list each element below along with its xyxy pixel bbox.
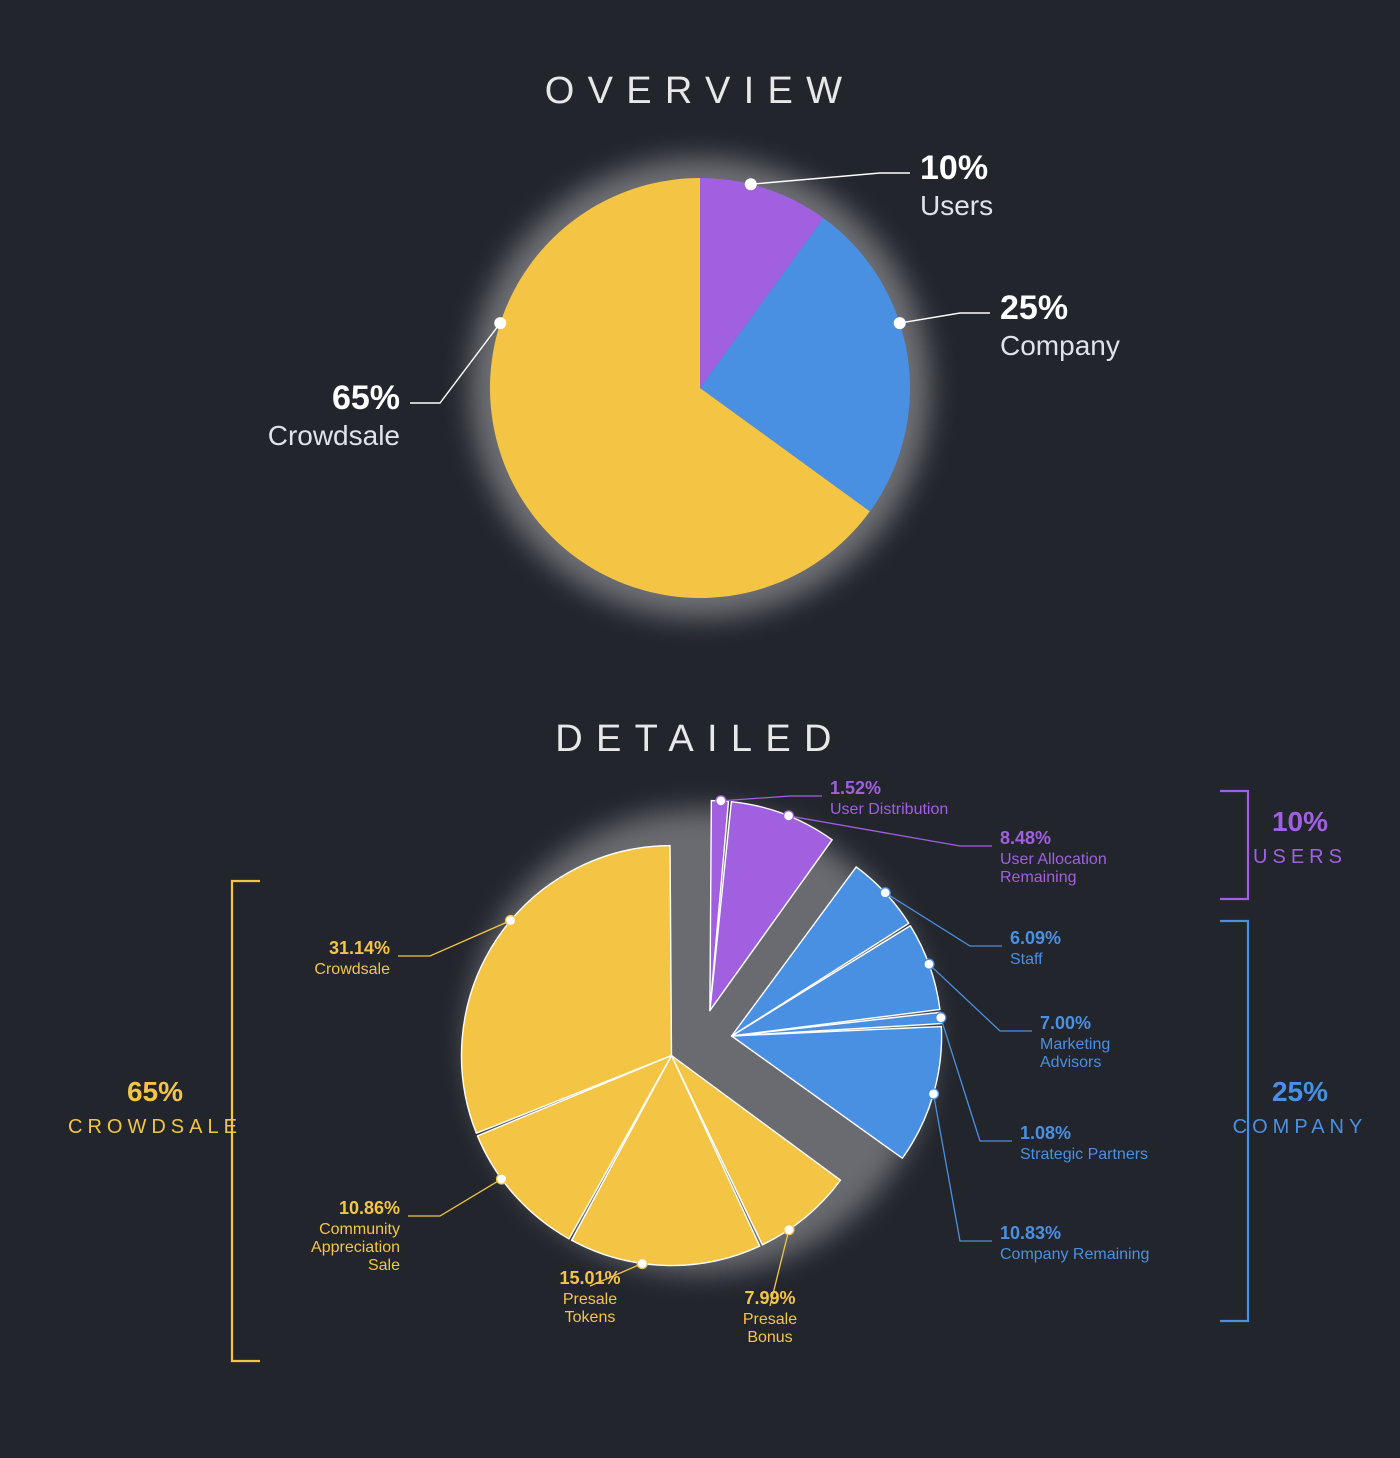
detailed-leader xyxy=(721,796,822,801)
detailed-callout-label: Company Remaining xyxy=(1000,1246,1149,1263)
overview-callout-label: Company xyxy=(1000,330,1120,361)
detailed-callout-pct: 6.09% xyxy=(1010,928,1061,948)
detailed-callout-label: Sale xyxy=(368,1257,400,1274)
detailed-callout-label: Marketing xyxy=(1040,1036,1110,1053)
detailed-leader-dot xyxy=(928,1089,938,1099)
detailed-callout-label: User Distribution xyxy=(830,801,948,818)
overview-leader-dot xyxy=(745,178,757,190)
detailed-callout-label: Staff xyxy=(1010,951,1043,968)
detailed-leader-dot xyxy=(784,811,794,821)
overview-callout-pct: 25% xyxy=(1000,289,1068,327)
detailed-callout-label: Remaining xyxy=(1000,869,1076,886)
overview-chart-wrap: 10%Users 25%Company 65%Crowdsale xyxy=(0,113,1400,678)
overview-callout-pct: 10% xyxy=(920,149,988,187)
detailed-callout-pct: 8.48% xyxy=(1000,828,1051,848)
detailed-leader-dot xyxy=(497,1174,507,1184)
detailed-callout-pct: 31.14% xyxy=(329,938,390,958)
detailed-callout-pct: 10.86% xyxy=(339,1198,400,1218)
group-bracket-users xyxy=(1220,791,1248,899)
overview-callout-label: Users xyxy=(920,190,993,221)
detailed-chart-wrap: 1.52% User Distribution 8.48% User Allocati… xyxy=(0,761,1400,1426)
group-label-name: USERS xyxy=(1253,846,1347,868)
detailed-leader xyxy=(933,1094,992,1241)
overview-section: OVERVIEW 10%Users 25%Company 65%Crowdsale xyxy=(0,0,1400,678)
detailed-leader-dot xyxy=(506,916,516,926)
detailed-callout-label: Strategic Partners xyxy=(1020,1146,1148,1163)
detailed-callout-pct: 1.08% xyxy=(1020,1123,1071,1143)
overview-callout-label: Crowdsale xyxy=(268,420,400,451)
detailed-callout-label: Presale xyxy=(563,1291,617,1308)
detailed-callout-label: Appreciation xyxy=(311,1239,400,1256)
detailed-callout-label: User Allocation xyxy=(1000,851,1107,868)
group-label-name: CROWDSALE xyxy=(68,1116,242,1138)
detailed-callout-pct: 15.01% xyxy=(559,1268,620,1288)
group-label-pct: 65% xyxy=(127,1076,183,1107)
detailed-section: DETAILED 1.52% User Distribution 8.48% User… xyxy=(0,678,1400,1426)
detailed-callout-label: Advisors xyxy=(1040,1054,1101,1071)
detailed-leader-dot xyxy=(784,1225,794,1235)
detailed-callout-label: Crowdsale xyxy=(314,961,390,978)
detailed-leader xyxy=(408,1179,502,1216)
detailed-leader-dot xyxy=(637,1258,647,1268)
group-label-pct: 25% xyxy=(1272,1076,1328,1107)
detailed-leader-dot xyxy=(880,888,890,898)
page-root: OVERVIEW 10%Users25%Company65%Crowdsale … xyxy=(0,0,1400,1458)
detailed-leader xyxy=(941,1018,1012,1141)
detailed-pie-chart: 1.52% User Distribution 8.48% User Allocati… xyxy=(0,761,1400,1421)
overview-leader-dot xyxy=(894,317,906,329)
detailed-callout-label: Presale xyxy=(743,1311,797,1328)
detailed-callout-label: Bonus xyxy=(747,1329,792,1346)
overview-callout-pct: 65% xyxy=(332,379,400,417)
detailed-leader-dot xyxy=(716,796,726,806)
detailed-callout-pct: 7.99% xyxy=(744,1288,795,1308)
detailed-leader-dot xyxy=(924,959,934,969)
detailed-callout-pct: 1.52% xyxy=(830,778,881,798)
overview-pie-chart: 10%Users 25%Company 65%Crowdsale xyxy=(0,113,1400,673)
group-label-pct: 10% xyxy=(1272,806,1328,837)
detailed-callout-pct: 7.00% xyxy=(1040,1013,1091,1033)
group-label-name: COMPANY xyxy=(1233,1116,1368,1138)
detailed-title: DETAILED xyxy=(0,718,1400,761)
detailed-leader-dot xyxy=(936,1013,946,1023)
overview-leader-dot xyxy=(494,317,506,329)
overview-title: OVERVIEW xyxy=(0,70,1400,113)
detailed-callout-pct: 10.83% xyxy=(1000,1223,1061,1243)
detailed-callout-label: Community xyxy=(319,1221,400,1238)
detailed-callout-label: Tokens xyxy=(565,1309,616,1326)
